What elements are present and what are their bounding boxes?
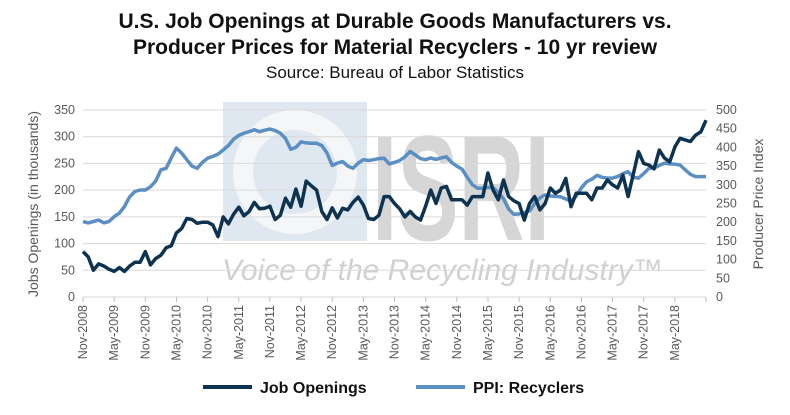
x-tick-label: May-2011 [232,305,246,360]
chart-title-line-2: Producer Prices for Material Recyclers -… [132,36,658,59]
y-tick-label: 250 [54,156,75,170]
y2-tick-label: 500 [716,103,737,117]
y2-tick-label: 0 [716,290,723,304]
x-tick-label: May-2012 [294,305,308,361]
y-tick-label: 200 [54,183,75,197]
x-tick-label: Nov-2013 [388,305,402,359]
watermark-logo-text: ISRI [372,104,550,272]
x-tick-label: May-2009 [107,305,121,361]
legend-label-ppi: PPI: Recyclers [473,380,584,397]
y-tick-label: 50 [61,263,75,277]
y-tick-label: 0 [68,290,75,304]
series-line-ppi-recyclers [82,127,706,225]
y2-tick-label: 50 [716,271,730,285]
x-tick-label: May-2017 [606,305,620,361]
x-tick-label: Nov-2017 [637,305,651,359]
isri-logo-swirl-icon [233,110,357,234]
legend-label-job-openings: Job Openings [260,380,367,397]
x-tick-label: May-2010 [169,305,183,361]
isri-watermark: ISRI Voice of the Recycling Industry™ [222,102,663,287]
y-tick-label: 350 [54,103,75,117]
x-tick-label: May-2014 [419,305,433,361]
x-tick-label: May-2015 [481,305,495,361]
x-tick-label: Nov-2015 [512,305,526,359]
x-tick-label: Nov-2009 [138,305,152,359]
x-tick-label: May-2016 [543,305,557,361]
y2-tick-label: 200 [716,215,737,229]
x-tick-label: Nov-2008 [76,305,90,359]
y2-tick-label: 250 [716,197,737,211]
chart-title-line-1: U.S. Job Openings at Durable Goods Manuf… [118,10,672,33]
x-tick-label: Nov-2010 [201,305,215,359]
y-tick-label: 100 [54,237,75,251]
x-tick-label: Nov-2012 [325,305,339,359]
x-tick-label: Nov-2014 [450,305,464,359]
y-axis-label: Jobs Openings (in thousands) [25,111,41,297]
y2-tick-label: 300 [716,178,737,192]
y2-tick-label: 350 [716,159,737,173]
x-tick-label: Nov-2011 [263,305,277,358]
legend: Job Openings PPI: Recyclers [203,380,584,397]
x-tick-label: May-2018 [668,305,682,361]
y2-axis-label: Producer Price Index [750,139,766,270]
chart-subtitle: Source: Bureau of Labor Statistics [266,63,524,82]
x-tick-label: May-2013 [356,305,370,361]
y2-tick-label: 400 [716,140,737,154]
y2-tick-label: 100 [716,253,737,267]
x-tick-label: Nov-2016 [574,305,588,359]
y-tick-label: 300 [54,130,75,144]
y-tick-label: 150 [54,210,75,224]
y2-tick-label: 450 [716,122,737,136]
y2-tick-label: 150 [716,234,737,248]
series-line-job-openings [81,119,708,274]
